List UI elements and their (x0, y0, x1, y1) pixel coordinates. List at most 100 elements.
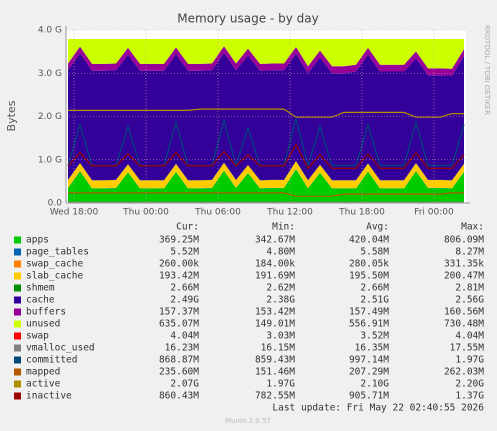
legend-stat: 262.03M (444, 367, 484, 378)
legend-label: committed (26, 355, 77, 366)
legend-label: page_tables (26, 247, 89, 258)
legend-stat: 342.67M (255, 235, 295, 246)
line (67, 143, 465, 170)
legend-stat: 16.23M (165, 343, 200, 354)
area (68, 53, 464, 181)
legend-label: slab_cache (26, 271, 83, 282)
legend-stat: 17.55M (450, 343, 485, 354)
version: Munin 2.0.57 (225, 417, 271, 425)
legend-stat: 2.66M (360, 283, 389, 294)
legend-stat: 369.25M (159, 235, 199, 246)
y-tick-label: 1.0 G (38, 155, 62, 165)
legend-stat: 806.09M (444, 235, 484, 246)
legend-label: mapped (26, 367, 60, 378)
legend-swatch (14, 344, 21, 352)
legend-swatch (14, 332, 21, 340)
legend-stat: 4.80M (266, 247, 295, 258)
legend-stat: 2.51G (360, 295, 389, 306)
legend-swatch (14, 320, 21, 328)
legend-stat: 2.62M (266, 283, 295, 294)
legend-stat: 556.91M (349, 319, 389, 330)
area (68, 46, 464, 76)
legend-label: cache (26, 295, 55, 306)
area (68, 39, 464, 69)
legend-label: active (26, 379, 61, 390)
legend-stat: 868.87M (159, 355, 199, 366)
legend-stat: 2.49G (170, 295, 199, 306)
legend-stat: 4.04M (170, 331, 199, 342)
legend-stat: 260.00k (159, 259, 199, 270)
legend-swatch (14, 356, 21, 364)
legend-stat: 157.37M (159, 307, 199, 318)
legend-stat: 157.49M (349, 307, 389, 318)
side-text: RRDTOOL / TOBI OETIKER (483, 25, 491, 115)
legend-swatch (14, 392, 21, 400)
legend-stat: 331.35k (444, 259, 484, 270)
legend-stat: 200.47M (444, 271, 484, 282)
y-tick-label: 0.0 (48, 199, 63, 209)
legend-swatch (14, 236, 21, 244)
legend-swatch (14, 368, 21, 376)
legend-stat: 151.46M (255, 367, 295, 378)
legend-swatch (14, 284, 21, 292)
x-tick-label: Thu 06:00 (194, 208, 241, 218)
legend-stat: 2.56G (455, 295, 484, 306)
legend-swatch (14, 248, 21, 256)
y-axis-label: Bytes (5, 100, 18, 131)
legend-label: apps (26, 235, 49, 246)
legend-label: unused (26, 319, 60, 330)
legend-stat: 280.05k (349, 259, 389, 270)
legend-stat: 1.97G (455, 355, 484, 366)
legend-header: Cur: (176, 222, 199, 233)
legend-stat: 420.04M (349, 235, 389, 246)
legend-swatch (14, 296, 21, 304)
legend-stat: 149.01M (255, 319, 295, 330)
chart-title: Memory usage - by day (177, 12, 318, 26)
legend-stat: 2.10G (360, 379, 389, 390)
footer: Last update: Fri May 22 02:40:55 2026 (272, 403, 484, 414)
legend-stat: 635.07M (159, 319, 199, 330)
legend-stat: 2.81M (455, 283, 484, 294)
y-tick-label: 3.0 G (38, 69, 62, 79)
legend-header: Avg: (366, 222, 389, 233)
legend-stat: 730.48M (444, 319, 484, 330)
legend-label: swap (26, 331, 49, 342)
legend-stat: 1.97G (266, 379, 295, 390)
legend-stat: 2.20G (455, 379, 484, 390)
legend-header: Max: (461, 222, 484, 233)
area (68, 161, 464, 189)
legend-stat: 2.66M (170, 283, 199, 294)
legend-swatch (14, 260, 21, 268)
legend-swatch (14, 272, 21, 280)
y-tick-label: 4.0 G (38, 26, 62, 36)
legend-label: shmem (26, 283, 55, 294)
legend-stat: 16.15M (261, 343, 296, 354)
legend-stat: 16.35M (355, 343, 390, 354)
legend-stat: 8.27M (455, 247, 484, 258)
legend-stat: 160.56M (444, 307, 484, 318)
legend-stat: 5.52M (170, 247, 199, 258)
legend-stat: 191.69M (255, 271, 295, 282)
legend-stat: 2.38G (266, 295, 295, 306)
legend-stat: 997.14M (349, 355, 389, 366)
x-tick-label: Wed 18:00 (50, 208, 99, 218)
legend-stat: 5.58M (360, 247, 389, 258)
legend-stat: 1.37G (455, 391, 484, 402)
line (68, 192, 464, 197)
legend-stat: 860.43M (159, 391, 199, 402)
legend-swatch (14, 308, 21, 316)
y-tick-label: 2.0 G (38, 112, 62, 122)
x-tick-label: Thu 00:00 (122, 208, 169, 218)
legend-stat: 184.00k (255, 259, 295, 270)
legend-stat: 235.60M (159, 367, 199, 378)
legend-label: inactive (26, 391, 72, 402)
legend-stat: 4.04M (455, 331, 484, 342)
line (68, 108, 464, 118)
legend-header: Min: (272, 222, 295, 233)
legend-stat: 3.52M (360, 331, 389, 342)
legend-stat: 207.29M (349, 367, 389, 378)
x-tick-label: Thu 18:00 (338, 208, 385, 218)
legend-stat: 153.42M (255, 307, 295, 318)
x-tick-label: Thu 12:00 (266, 208, 313, 218)
